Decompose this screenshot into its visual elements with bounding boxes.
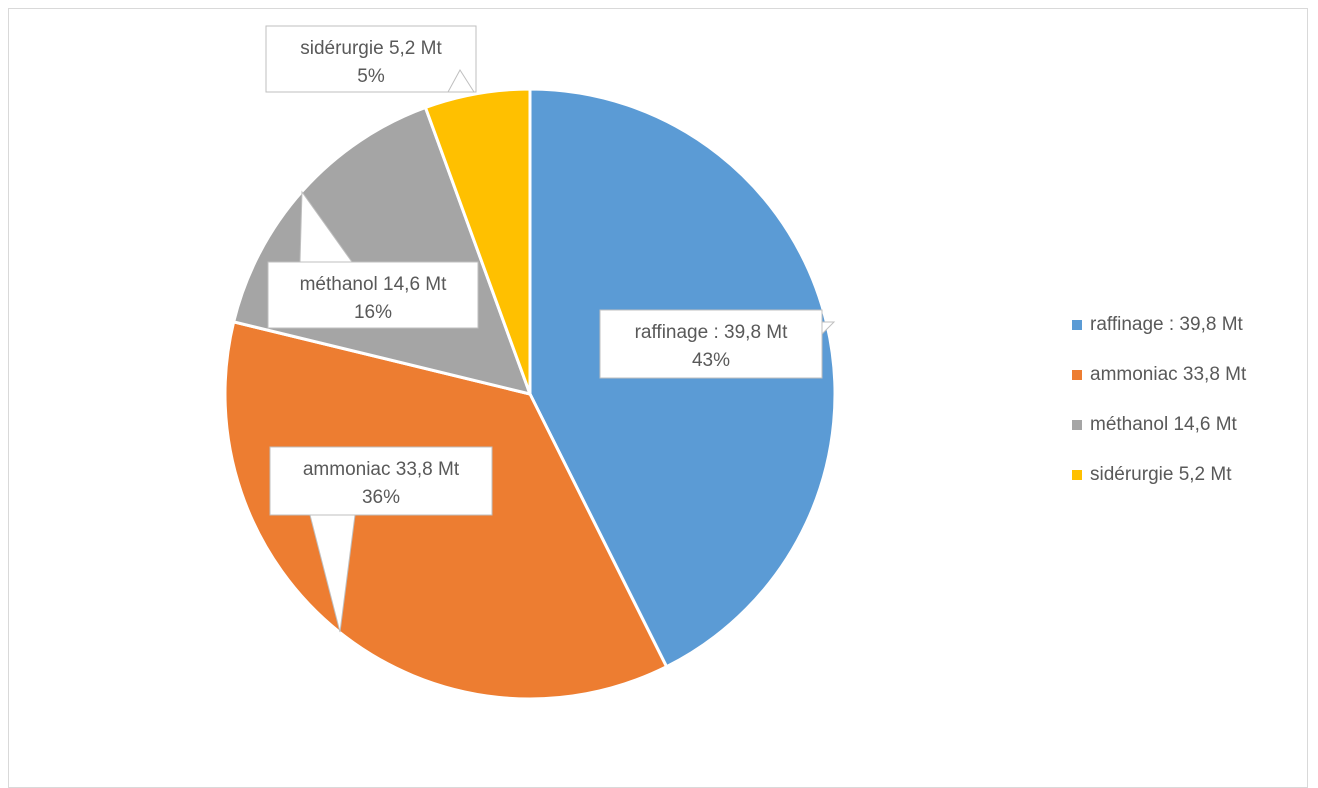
data-label-percent: 36% — [362, 487, 400, 508]
data-label-box — [269, 446, 493, 516]
legend-item-1: ammoniac 33,8 Mt — [1072, 350, 1246, 400]
data-label-box — [599, 309, 823, 379]
legend-swatch — [1072, 370, 1082, 380]
data-label-box — [265, 25, 477, 93]
legend-swatch — [1072, 320, 1082, 330]
data-label-percent: 43% — [692, 350, 730, 371]
legend-item-3: sidérurgie 5,2 Mt — [1072, 450, 1246, 500]
data-label-2: méthanol 14,6 Mt 16% — [267, 190, 479, 329]
chart-legend: raffinage : 39,8 Mt ammoniac 33,8 Mt métha… — [1072, 300, 1246, 500]
legend-swatch — [1072, 470, 1082, 480]
data-label-pointer — [821, 321, 836, 336]
data-label-name: ammoniac 33,8 Mt — [303, 459, 460, 480]
data-label-name: raffinage : 39,8 Mt — [635, 322, 789, 343]
legend-item-0: raffinage : 39,8 Mt — [1072, 300, 1246, 350]
data-label-0: raffinage : 39,8 Mt 43% — [599, 309, 836, 379]
legend-label: ammoniac 33,8 Mt — [1090, 364, 1247, 385]
data-label-pointer — [309, 514, 356, 633]
data-label-percent: 16% — [354, 302, 392, 323]
data-label-name: méthanol 14,6 Mt — [300, 274, 448, 295]
legend-item-2: méthanol 14,6 Mt — [1072, 400, 1246, 450]
data-label-3: sidérurgie 5,2 Mt 5% — [265, 25, 477, 93]
data-label-name: sidérurgie 5,2 Mt — [300, 38, 442, 59]
legend-label: méthanol 14,6 Mt — [1090, 414, 1237, 435]
data-label-pointer — [299, 190, 353, 263]
data-label-1: ammoniac 33,8 Mt 36% — [269, 446, 493, 633]
legend-swatch — [1072, 420, 1082, 430]
legend-label: sidérurgie 5,2 Mt — [1090, 464, 1232, 485]
data-label-pointer — [447, 69, 475, 93]
legend-label: raffinage : 39,8 Mt — [1090, 314, 1243, 335]
data-label-box — [267, 261, 479, 329]
data-label-percent: 5% — [357, 66, 385, 87]
pie-slice-3 — [423, 87, 532, 395]
